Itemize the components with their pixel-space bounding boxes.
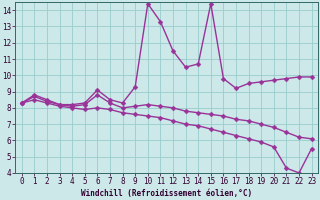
X-axis label: Windchill (Refroidissement éolien,°C): Windchill (Refroidissement éolien,°C) [81,189,252,198]
